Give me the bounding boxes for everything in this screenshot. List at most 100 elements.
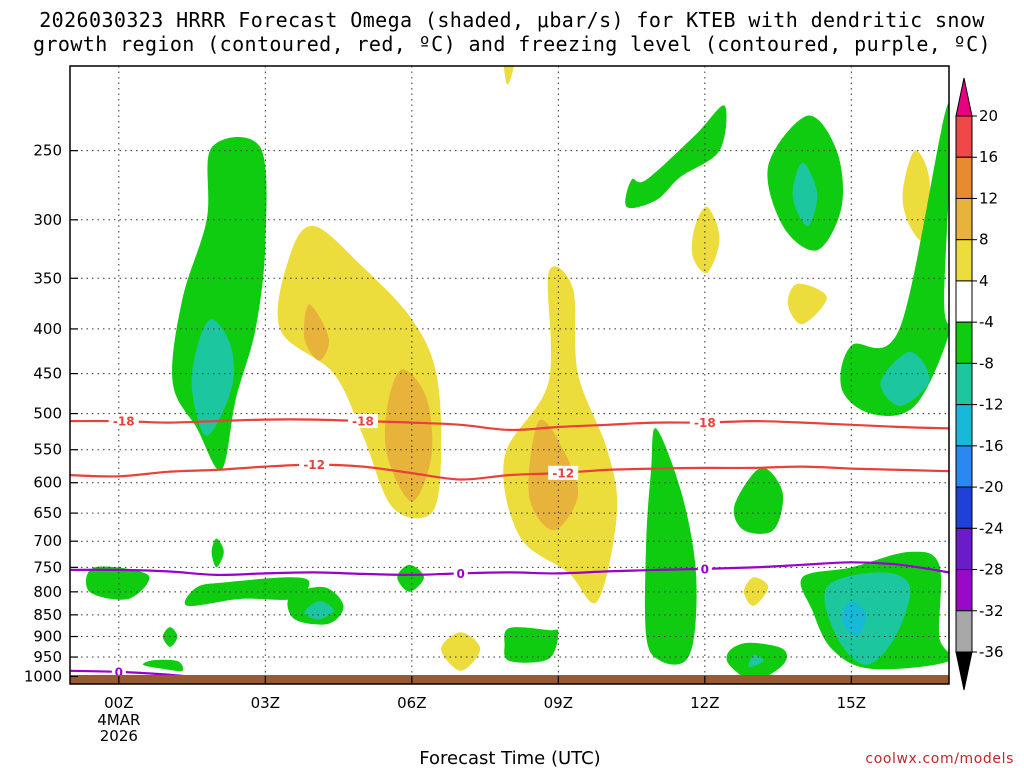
y-tick-label-950: 950: [33, 648, 62, 666]
colorbar-bin-2: [955, 156, 973, 199]
chart-title-line-2: growth region (contoured, red, ºC) and f…: [33, 32, 991, 56]
dendritic-label-bg-1-2: [689, 415, 720, 430]
omega-region-4: [303, 304, 330, 361]
y-axis: 250 300 350 400 450 500 550 600 650 700 750 800 850 9…: [24, 142, 78, 685]
y-tick-label-550: 550: [33, 441, 62, 459]
colorbar-label-6: -8: [979, 354, 994, 372]
omega-region-33: [504, 627, 559, 663]
omega-region-18: [743, 577, 769, 606]
omega-region-17: [733, 467, 784, 534]
colorbar-label-5: -4: [979, 313, 994, 331]
omega-region-14: [840, 102, 949, 416]
y-tick-label-450: 450: [33, 365, 62, 383]
dendritic-label-bg-2-0: [299, 457, 330, 472]
dendritic-label-1-1: -18: [352, 415, 374, 429]
omega-region-5: [384, 369, 433, 502]
y-tick-label-750: 750: [33, 558, 62, 576]
grid-layer: [70, 66, 949, 684]
colorbar-label-7: -12: [979, 396, 1004, 414]
dendritic-label-2-1: -12: [552, 466, 574, 480]
colorbar-bin-9: [955, 445, 973, 488]
colorbar-cap-bottom: [955, 651, 973, 691]
x-tick-label-00Z: 00Z: [104, 694, 133, 712]
colorbar-bin-3: [955, 197, 973, 241]
omega-region-21: [841, 601, 867, 637]
dendritic-contour-1: [70, 418, 949, 432]
y-tick-label-700: 700: [33, 532, 62, 550]
colorbar-bin-11: [955, 527, 973, 571]
colorbar-label-0: 20: [979, 107, 998, 125]
y-tick-label-850: 850: [33, 606, 62, 624]
ground-surface: [70, 675, 949, 684]
colorbar-bin-4: [955, 239, 973, 282]
y-tick-label-500: 500: [33, 405, 62, 423]
y-tick-label-1000: 1000: [24, 667, 62, 685]
colorbar-label-1: 16: [979, 148, 998, 166]
omega-region-31: [397, 564, 424, 592]
omega-region-24: [85, 566, 150, 600]
omega-region-20: [824, 572, 911, 665]
x-tick-label-09Z: 09Z: [544, 694, 573, 712]
y-tick-label-800: 800: [33, 583, 62, 601]
y-tick-label-300: 300: [33, 211, 62, 229]
omega-region-6: [503, 266, 618, 604]
freezing-level-label-1-0: 0: [456, 567, 464, 581]
freezing-level-contour-1: [70, 561, 949, 577]
colorbar-bin-1: [955, 115, 973, 158]
chart-title-line-1: 2026030323 HRRR Forecast Omega (shaded, …: [39, 8, 985, 32]
y-tick-label-650: 650: [33, 504, 62, 522]
x-tick-label-12Z: 12Z: [690, 694, 719, 712]
dendritic-label-1-0: -18: [113, 415, 135, 429]
freezing-level-label-bg-1-0: [453, 566, 468, 581]
y-tick-label-250: 250: [33, 142, 62, 160]
omega-region-30: [211, 538, 224, 568]
colorbar-label-4: 4: [979, 272, 989, 290]
freezing-level-label-2-0: 0: [115, 665, 123, 679]
colorbar-bin-7: [955, 362, 973, 406]
x-tick-sublabel-2026: 2026: [100, 727, 138, 745]
dendritic-contour-2: [70, 463, 949, 481]
dendritic-label-bg-1-0: [108, 414, 139, 429]
colorbar-label-13: -36: [979, 643, 1004, 661]
dendritic-label-1-2: -18: [694, 416, 716, 430]
omega-region-15: [880, 351, 930, 406]
colorbar-bin-6: [955, 321, 973, 364]
credit-text[interactable]: coolwx.com/models: [865, 751, 1014, 767]
x-tick-label-06Z: 06Z: [397, 694, 426, 712]
colorbar-label-3: 8: [979, 231, 989, 249]
dendritic-label-2-0: -12: [303, 458, 325, 472]
colorbar-cap-top: [955, 77, 973, 117]
omega-region-13: [787, 283, 827, 325]
omega-region-9: [691, 206, 720, 274]
plot-frame: [69, 65, 950, 685]
freezing-level-label-1-1: 0: [701, 562, 709, 576]
omega-region-34: [503, 66, 514, 85]
y-tick-label-400: 400: [33, 320, 62, 338]
dendritic-label-bg-2-1: [548, 465, 579, 480]
colorbar-label-8: -16: [979, 437, 1004, 455]
x-axis-title: Forecast Time (UTC): [419, 748, 600, 768]
omega-region-23: [748, 654, 764, 668]
omega-region-2: [191, 319, 234, 436]
omega-region-8: [625, 105, 727, 209]
freezing-level-label-bg-1-1: [697, 561, 712, 576]
contour-layer: -18 -18 -18 -12 -12 0 0 0: [70, 414, 949, 680]
x-tick-sublabel-4MAR: 4MAR: [97, 711, 140, 729]
colorbar-bin-13: [955, 610, 973, 653]
colorbar-bin-5: [955, 280, 973, 323]
omega-region-27: [304, 601, 334, 620]
colorbar-label-9: -20: [979, 478, 1004, 496]
colorbar-label-10: -24: [979, 519, 1004, 537]
colorbar-bin-8: [955, 404, 973, 447]
omega-region-11: [792, 162, 818, 227]
omega-region-32: [441, 632, 481, 671]
colorbar-bin-12: [955, 569, 973, 612]
colorbar-label-11: -28: [979, 561, 1004, 579]
x-tick-label-15Z: 15Z: [837, 694, 866, 712]
omega-region-16: [644, 428, 697, 665]
colorbar-label-12: -32: [979, 602, 1004, 620]
omega-region-12: [902, 150, 930, 241]
colorbar-bin-10: [955, 486, 973, 529]
